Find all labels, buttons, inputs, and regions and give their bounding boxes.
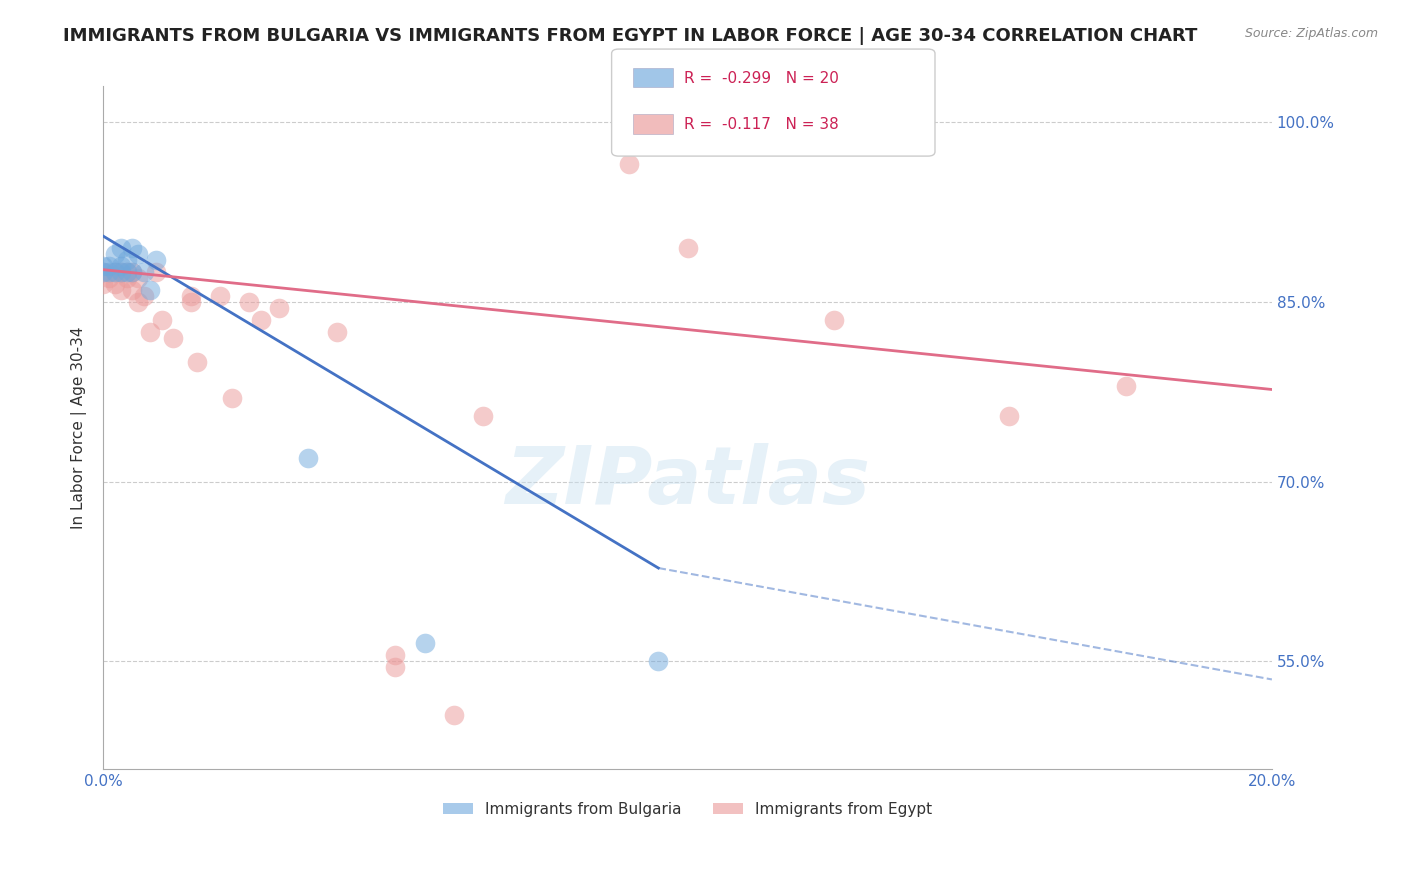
Point — [121, 241, 143, 255]
Point — [110, 259, 132, 273]
Point — [186, 355, 208, 369]
Point — [104, 247, 127, 261]
Text: Source: ZipAtlas.com: Source: ZipAtlas.com — [1244, 27, 1378, 40]
Point — [121, 283, 143, 297]
Point — [647, 655, 669, 669]
Point — [676, 241, 699, 255]
Text: R =  -0.117   N = 38: R = -0.117 N = 38 — [685, 118, 839, 132]
Point — [150, 313, 173, 327]
Point — [238, 295, 260, 310]
Point — [413, 636, 436, 650]
Point — [127, 271, 149, 285]
Point — [384, 660, 406, 674]
Text: ZIPatlas: ZIPatlas — [505, 443, 870, 522]
Point — [297, 450, 319, 465]
Point — [180, 289, 202, 303]
Point — [115, 265, 138, 279]
Point — [127, 247, 149, 261]
Point — [145, 253, 167, 268]
Point — [98, 259, 121, 273]
Point — [110, 241, 132, 255]
Point — [104, 265, 127, 279]
Point — [998, 409, 1021, 423]
Point — [91, 277, 114, 291]
Point — [110, 283, 132, 297]
Point — [250, 313, 273, 327]
Point — [180, 295, 202, 310]
Point — [91, 265, 114, 279]
Point — [121, 265, 143, 279]
Point — [384, 648, 406, 663]
Point — [115, 271, 138, 285]
Point — [104, 265, 127, 279]
Point — [162, 331, 184, 345]
Point — [127, 295, 149, 310]
Point — [267, 301, 290, 315]
Text: R =  -0.299   N = 20: R = -0.299 N = 20 — [685, 71, 839, 86]
Point — [139, 283, 162, 297]
Point — [121, 265, 143, 279]
Point — [98, 265, 121, 279]
Text: IMMIGRANTS FROM BULGARIA VS IMMIGRANTS FROM EGYPT IN LABOR FORCE | AGE 30-34 COR: IMMIGRANTS FROM BULGARIA VS IMMIGRANTS F… — [63, 27, 1198, 45]
Point — [134, 289, 156, 303]
Point — [98, 271, 121, 285]
Point — [115, 253, 138, 268]
Point — [110, 265, 132, 279]
Point — [139, 325, 162, 339]
Point — [115, 265, 138, 279]
Point — [91, 259, 114, 273]
Point — [110, 265, 132, 279]
Point — [1115, 379, 1137, 393]
Y-axis label: In Labor Force | Age 30-34: In Labor Force | Age 30-34 — [72, 326, 87, 529]
Point — [617, 157, 640, 171]
Point — [443, 708, 465, 723]
Point — [104, 277, 127, 291]
Point — [91, 265, 114, 279]
Point — [823, 313, 845, 327]
Point — [221, 391, 243, 405]
Point — [134, 265, 156, 279]
Point — [145, 265, 167, 279]
Legend: Immigrants from Bulgaria, Immigrants from Egypt: Immigrants from Bulgaria, Immigrants fro… — [437, 796, 939, 823]
Point — [326, 325, 349, 339]
Point — [209, 289, 232, 303]
Point — [472, 409, 495, 423]
